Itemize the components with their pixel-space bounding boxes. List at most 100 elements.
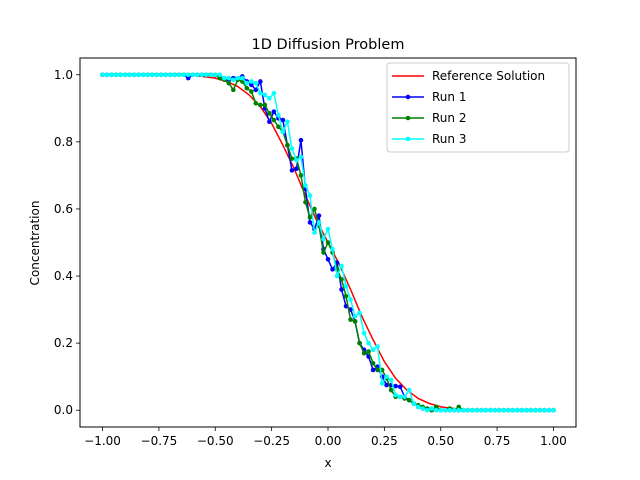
legend-label: Run 2 [432,111,466,125]
data-point [181,72,187,78]
data-point [136,72,141,78]
data-point [167,72,173,78]
data-point [199,72,205,78]
data-point [393,383,398,389]
data-point [203,72,209,78]
data-point [140,72,146,78]
data-point [249,79,254,84]
data-point [497,407,502,413]
data-point [316,220,322,225]
data-point [393,392,398,398]
chart-title: 1D Diffusion Problem [252,37,405,53]
data-point [456,407,462,413]
x-axis-label: x [324,456,331,470]
data-point [397,394,403,400]
data-point [276,112,281,118]
data-point [460,407,466,413]
data-point [542,407,547,413]
data-point [294,158,299,163]
data-point [366,349,371,354]
data-point [492,407,498,413]
data-point [370,360,376,366]
data-point [519,407,525,413]
data-point [352,314,358,319]
data-point [438,407,444,413]
x-tick-label: 0.25 [371,434,398,448]
legend-item: Run 2 [392,111,466,125]
data-point [172,72,177,78]
data-point [307,220,313,225]
data-point [388,377,394,383]
data-point [258,90,263,96]
data-point [122,72,128,78]
data-point [348,297,353,302]
legend-item: Run 1 [392,90,466,104]
data-point [231,77,236,83]
legend-marker [405,136,411,142]
data-point [240,75,245,81]
data-point [163,72,168,78]
data-point [330,246,335,252]
data-point [158,72,164,78]
data-point [253,80,259,86]
data-point [280,129,286,135]
x-tick-label: 1.00 [540,434,567,448]
data-point [325,240,331,245]
data-point [357,310,362,316]
data-point [506,407,511,413]
legend-label: Run 1 [432,90,466,104]
data-point [411,401,416,406]
data-point [370,367,376,373]
data-point [537,407,543,413]
data-point [312,206,317,212]
data-point [131,72,137,78]
data-point [289,156,295,161]
data-point [280,117,286,123]
y-tick-label: 1.0 [54,68,73,82]
data-point [258,79,263,84]
data-point [267,119,272,125]
data-point [244,80,250,86]
data-point [551,407,556,413]
data-point [321,250,326,255]
data-point [424,407,430,413]
data-point [271,90,277,96]
x-tick-label: 0.75 [484,434,511,448]
data-point [330,267,335,272]
legend-marker [405,115,411,121]
data-point [316,213,322,218]
data-point [298,137,304,143]
data-point [379,381,385,386]
data-point [515,407,520,413]
data-point [465,407,471,413]
data-point [447,407,453,413]
data-point [298,173,304,178]
x-axis-ticks: −1.00 −0.75 −0.50 −0.25 0.00 0.25 0.50 0.75 1.00 [84,427,567,448]
data-point [271,109,277,114]
legend-label: Reference Solution [432,69,545,83]
data-point [325,226,331,232]
data-point [528,407,534,413]
data-point [474,407,480,413]
y-tick-label: 0.0 [54,403,73,417]
data-point [325,256,331,262]
data-point [258,102,263,108]
data-point [267,111,272,116]
data-point [343,293,349,299]
series-run-3 [100,72,556,413]
data-point [194,72,200,78]
data-point [208,72,214,78]
data-point [217,72,223,78]
data-point [451,407,457,413]
x-tick-label: −1.00 [84,434,121,448]
series-layer [100,72,556,413]
data-point [334,273,340,279]
data-point [433,404,439,410]
data-point [249,89,254,94]
data-point [226,75,232,81]
y-tick-label: 0.2 [54,336,73,350]
y-tick-label: 0.4 [54,269,73,283]
data-point [289,168,295,173]
data-point [244,85,250,91]
